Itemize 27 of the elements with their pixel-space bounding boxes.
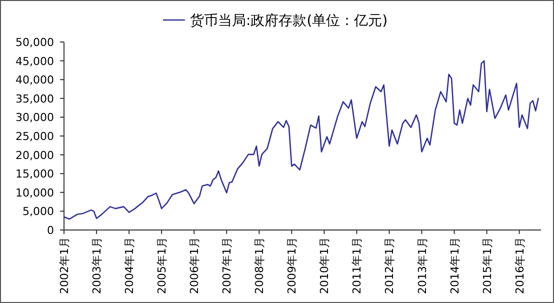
y-tick-label: 20,000 xyxy=(16,148,54,162)
x-tick-label: 2002年1月 xyxy=(58,237,71,294)
x-tick-label: 2008年1月 xyxy=(253,237,266,294)
x-tick-label: 2009年1月 xyxy=(286,237,299,294)
y-tick-label: 15,000 xyxy=(16,168,54,181)
x-tick-label: 2010年1月 xyxy=(318,237,332,294)
x-tick-label: 2011年1月 xyxy=(350,237,364,294)
y-tick-label: 25,000 xyxy=(16,130,54,143)
x-tick-label: 2016年1月 xyxy=(513,237,526,294)
x-tick-label: 2006年1月 xyxy=(188,237,202,294)
y-tick-label: 35,000 xyxy=(16,92,54,106)
legend: 货币当局:政府存款(单位：亿元) xyxy=(163,13,388,29)
y-tick-label: 30,000 xyxy=(16,111,54,124)
y-tick-label: 50,000 xyxy=(16,36,54,49)
x-tick-label: 2012年1月 xyxy=(383,237,396,294)
y-tick-label: 40,000 xyxy=(16,74,54,87)
y-tick-label: 45,000 xyxy=(16,54,54,68)
x-tick-label: 2003年1月 xyxy=(90,237,104,294)
y-tick-label: 0 xyxy=(47,224,54,237)
x-tick-label: 2015年1月 xyxy=(480,237,494,294)
x-tick-label: 2013年1月 xyxy=(416,237,429,294)
x-tick-label: 2007年1月 xyxy=(220,237,234,294)
x-tick-label: 2014年1月 xyxy=(448,237,462,294)
x-tick-label: 2004年1月 xyxy=(123,237,136,294)
y-tick-label: 5,000 xyxy=(22,205,54,218)
x-tick-label: 2005年1月 xyxy=(156,237,169,294)
y-tick-label: 10,000 xyxy=(16,186,54,200)
